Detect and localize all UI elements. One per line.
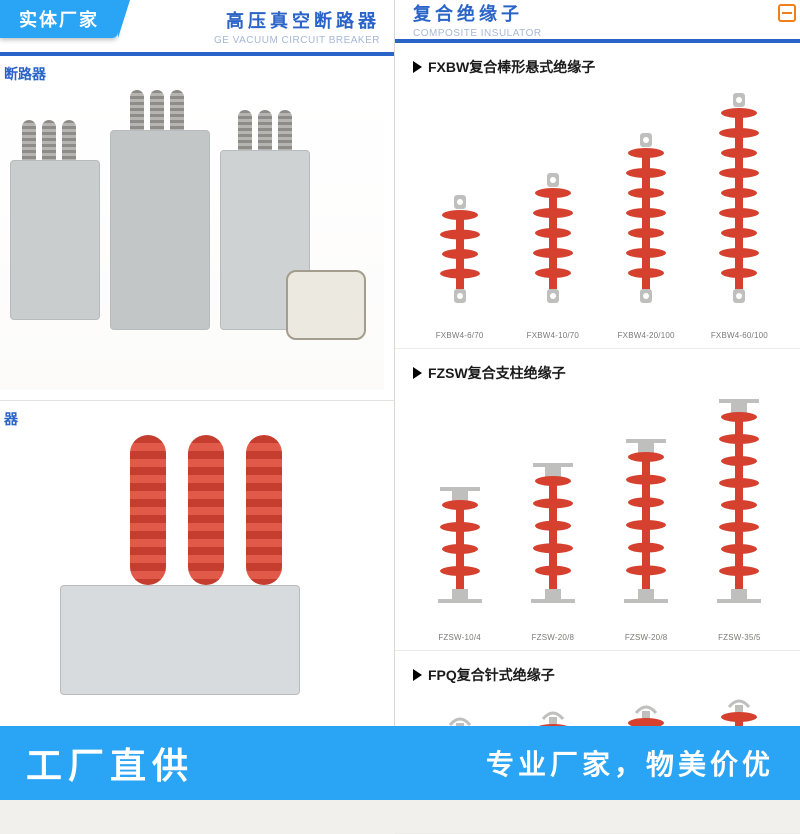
insulator-item: FXBW4-60/100: [709, 87, 769, 340]
insulator-label: FXBW4-10/70: [527, 331, 579, 340]
badge-top-left: 实体厂家: [0, 0, 118, 38]
left-header-cn: 高压真空断路器: [214, 7, 380, 33]
banner-left-text: 工厂直供: [26, 737, 194, 789]
section-label: 断路器: [0, 64, 384, 84]
section-recloser: 器: [0, 401, 394, 725]
right-page: 复合绝缘子 COMPOSITE INSULATOR FXBW复合棒形悬式绝缘子 F…: [395, 0, 800, 800]
left-sections: 断路器 器: [0, 56, 394, 800]
insulator-label: FZSW-20/8: [625, 633, 668, 642]
left-page: 高压真空断路器 GE VACUUM CIRCUIT BREAKER 断路器 器: [0, 0, 395, 800]
section-breaker: 断路器: [0, 56, 394, 401]
section-label: 器: [0, 409, 384, 429]
insulator-item: FXBW4-20/100: [616, 127, 676, 340]
right-header-cn: 复合绝缘子: [413, 0, 542, 26]
banner-right-text: 专业厂家，物美价优: [486, 743, 774, 783]
insulator-item: FXBW4-10/70: [523, 167, 583, 340]
insulator-row: FZSW-10/4 FZSW-20/8 FZSW-20/8 FZSW-35/5: [413, 393, 786, 642]
insulator-label: FZSW-20/8: [532, 633, 575, 642]
insulator-label: FXBW4-20/100: [618, 331, 675, 340]
family-title: FXBW复合棒形悬式绝缘子: [413, 57, 786, 77]
recloser-photo: [0, 435, 384, 715]
insulator-item: FZSW-35/5: [709, 393, 769, 642]
thumbs-up-icon: [778, 4, 796, 22]
ct-box: [286, 270, 366, 340]
left-header-en: GE VACUUM CIRCUIT BREAKER: [214, 35, 380, 46]
insulator-label: FZSW-35/5: [718, 633, 761, 642]
insulator-label: FXBW4-6/70: [436, 331, 484, 340]
insulator-item: FZSW-20/8: [616, 433, 676, 642]
right-page-header: 复合绝缘子 COMPOSITE INSULATOR: [395, 0, 800, 43]
insulator-row: FXBW4-6/70 FXBW4-10/70 FXBW4-20/100 FXBW4-6…: [413, 87, 786, 340]
bottom-banner: 工厂直供 专业厂家，物美价优: [0, 726, 800, 800]
insulator-family: FZSW复合支柱绝缘子FZSW-10/4FZSW-20/8FZSW-20/8FZ…: [395, 349, 800, 651]
catalog-spread: 高压真空断路器 GE VACUUM CIRCUIT BREAKER 断路器 器: [0, 0, 800, 800]
insulator-item: FZSW-20/8: [523, 457, 583, 642]
family-title: FZSW复合支柱绝缘子: [413, 363, 786, 383]
insulator-item: FZSW-10/4: [430, 481, 490, 642]
insulator-item: FXBW4-6/70: [430, 189, 490, 340]
right-header-en: COMPOSITE INSULATOR: [413, 28, 542, 39]
breaker-photo: [0, 90, 384, 390]
insulator-family: FXBW复合棒形悬式绝缘子FXBW4-6/70FXBW4-10/70FXBW4-…: [395, 43, 800, 349]
insulator-families: FXBW复合棒形悬式绝缘子FXBW4-6/70FXBW4-10/70FXBW4-…: [395, 43, 800, 834]
family-title: FPQ复合针式绝缘子: [413, 665, 786, 685]
insulator-label: FXBW4-60/100: [711, 331, 768, 340]
insulator-label: FZSW-10/4: [438, 633, 481, 642]
